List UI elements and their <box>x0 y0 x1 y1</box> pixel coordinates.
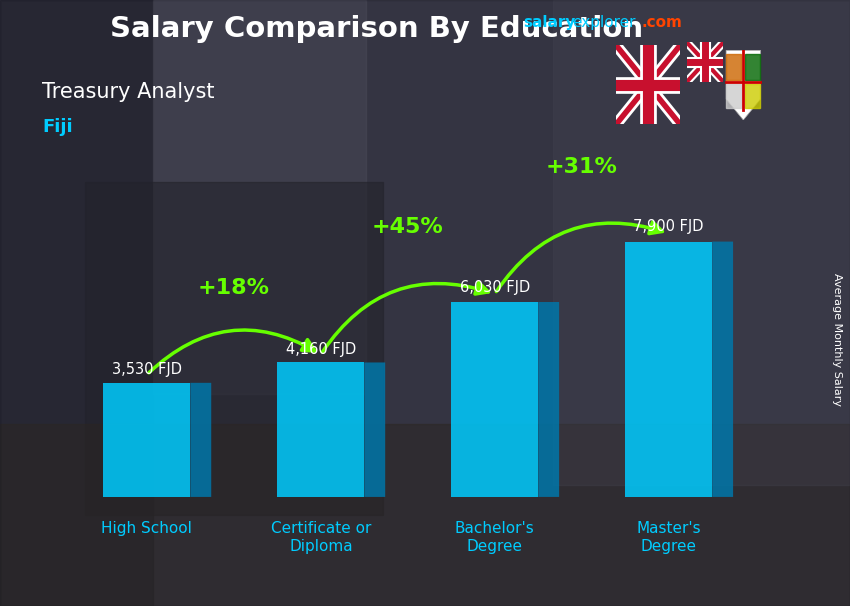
Text: +31%: +31% <box>546 157 618 177</box>
Text: Master's
Degree: Master's Degree <box>637 521 701 553</box>
Text: +45%: +45% <box>372 218 444 238</box>
Polygon shape <box>626 242 712 497</box>
Text: 6,030 FJD: 6,030 FJD <box>460 280 530 295</box>
Polygon shape <box>365 362 385 497</box>
Polygon shape <box>104 383 190 497</box>
Bar <box>0 0 153 606</box>
Bar <box>0 424 850 606</box>
Polygon shape <box>538 302 559 497</box>
Polygon shape <box>190 383 212 497</box>
Text: salary: salary <box>523 15 575 30</box>
Bar <box>727 84 741 108</box>
Polygon shape <box>726 50 761 120</box>
Bar <box>745 84 760 108</box>
Text: explorer: explorer <box>572 15 636 30</box>
Bar <box>727 54 741 80</box>
Text: 7,900 FJD: 7,900 FJD <box>633 219 704 235</box>
Text: High School: High School <box>101 521 192 536</box>
Text: Certificate or
Diploma: Certificate or Diploma <box>270 521 371 553</box>
Text: Fiji: Fiji <box>42 118 73 136</box>
Text: .com: .com <box>642 15 683 30</box>
Text: 4,160 FJD: 4,160 FJD <box>286 342 356 357</box>
Bar <box>153 0 366 394</box>
Bar <box>552 0 850 485</box>
Text: Bachelor's
Degree: Bachelor's Degree <box>455 521 535 553</box>
Bar <box>85 182 382 515</box>
Text: Salary Comparison By Education: Salary Comparison By Education <box>110 15 643 43</box>
Text: 3,530 FJD: 3,530 FJD <box>112 362 182 377</box>
Text: +18%: +18% <box>198 278 269 298</box>
Polygon shape <box>451 302 538 497</box>
Polygon shape <box>712 242 733 497</box>
Polygon shape <box>277 362 365 497</box>
Text: Treasury Analyst: Treasury Analyst <box>42 82 215 102</box>
Text: Average Monthly Salary: Average Monthly Salary <box>832 273 842 406</box>
Bar <box>745 54 760 80</box>
